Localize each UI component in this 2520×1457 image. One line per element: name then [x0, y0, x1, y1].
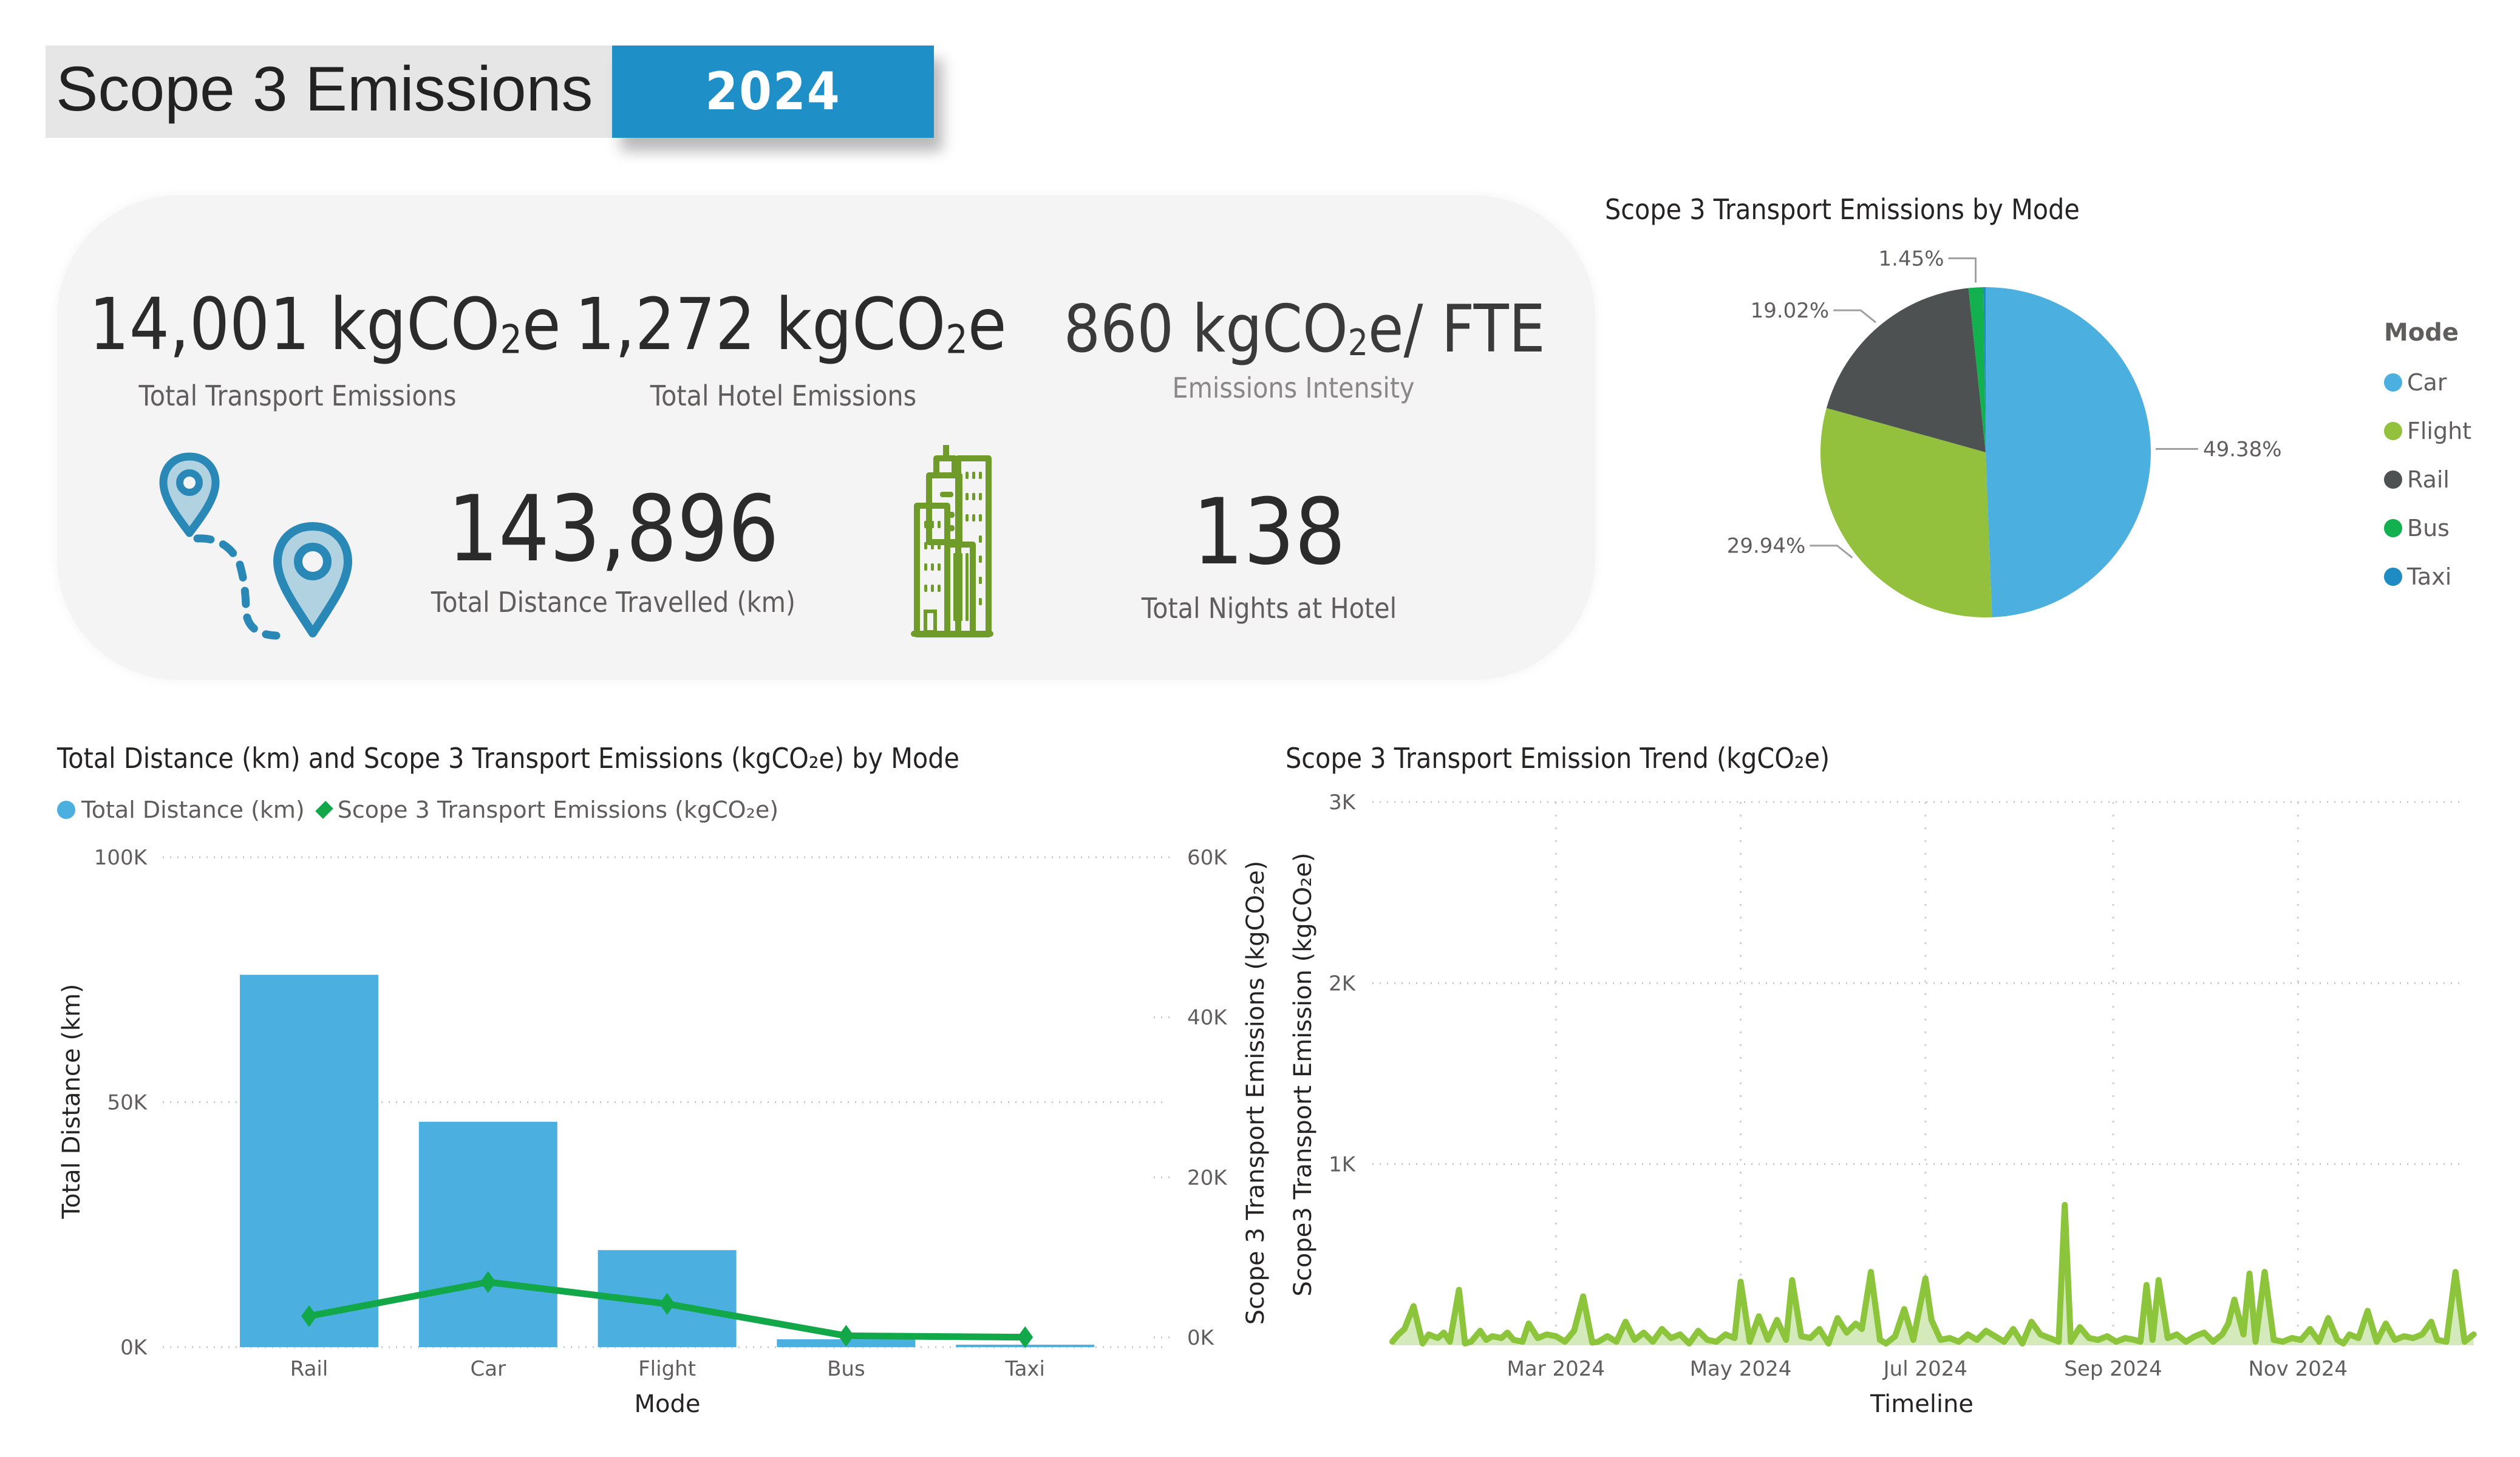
- bar-x-axis-title: Mode: [634, 1390, 701, 1418]
- kpi-transport-emissions-value: 14,001 kgCO2e: [89, 282, 561, 366]
- kpi-transport-emissions-label: Total Transport Emissions: [138, 379, 457, 412]
- trend-x-axis-title: Timeline: [1870, 1390, 1974, 1418]
- trend-y-tick-label: 1K: [1329, 1153, 1357, 1177]
- bar-x-tick-label: Taxi: [1004, 1357, 1045, 1381]
- bar-x-tick-label: Rail: [290, 1357, 329, 1381]
- kpi-hotel-emissions-value: 1,272 kgCO2e: [574, 282, 1007, 366]
- bar-y2-tick-label: 0K: [1187, 1326, 1215, 1350]
- emissions-point-rail[interactable]: [301, 1305, 317, 1327]
- kpi-nights-value: 138: [1193, 480, 1346, 585]
- trend-x-tick-label: Jul 2024: [1882, 1357, 1967, 1381]
- trend-x-tick-label: Sep 2024: [2064, 1357, 2162, 1381]
- bar-y-tick-label: 50K: [107, 1091, 148, 1115]
- pie-slice-bus[interactable]: [1968, 287, 1986, 452]
- legend-marker: [2384, 568, 2402, 586]
- trend-line[interactable]: [1389, 1201, 2477, 1347]
- legend-distance-marker: [57, 801, 75, 819]
- legend-label: Taxi: [2407, 563, 2452, 590]
- legend-item-car[interactable]: Car: [2384, 358, 2471, 407]
- bar-x-tick-label: Bus: [827, 1357, 865, 1381]
- legend-label: Rail: [2407, 466, 2450, 493]
- bar-chart-legend: Total Distance (km) Scope 3 Transport Em…: [57, 796, 778, 823]
- hotel-buildings-icon: [911, 445, 993, 637]
- bar-x-tick-label: Flight: [638, 1357, 696, 1381]
- pie-data-label: 49.38%: [2203, 438, 2282, 462]
- legend-distance-label[interactable]: Total Distance (km): [81, 796, 305, 823]
- trend-chart-title: Scope 3 Transport Emission Trend (kgCO₂e…: [1286, 742, 1830, 775]
- year-label: 2024: [705, 61, 841, 122]
- pie-chart: 49.38% 29.94% 19.02% 1.45%: [1727, 246, 2282, 618]
- emissions-point-car[interactable]: [480, 1271, 496, 1293]
- kpi-hotel-emissions-label: Total Hotel Emissions: [650, 379, 917, 412]
- pie-slice-flight[interactable]: [1820, 408, 1992, 618]
- pie-chart-title: Scope 3 Transport Emissions by Mode: [1605, 193, 2080, 226]
- bar-car[interactable]: [418, 1121, 557, 1347]
- trend-area-fill: [1392, 1204, 2474, 1345]
- kpi-nights-label: Total Nights at Hotel: [1141, 592, 1397, 625]
- legend-marker: [2384, 422, 2402, 440]
- legend-label: Bus: [2407, 515, 2450, 542]
- pie-data-label: 1.45%: [1879, 246, 1944, 271]
- trend-x-tick-label: Nov 2024: [2248, 1357, 2348, 1381]
- trend-x-tick-label: Mar 2024: [1507, 1357, 1605, 1381]
- legend-marker: [2384, 519, 2402, 537]
- legend-item-flight[interactable]: Flight: [2384, 407, 2471, 455]
- kpi-distance-value: 143,896: [448, 477, 779, 582]
- legend-item-bus[interactable]: Bus: [2384, 504, 2471, 552]
- trend-y-tick-label: 2K: [1329, 971, 1357, 996]
- emissions-point-taxi[interactable]: [1017, 1326, 1034, 1348]
- legend-marker: [2384, 373, 2402, 392]
- pie-slice-car[interactable]: [1986, 287, 2151, 617]
- pie-slice-rail[interactable]: [1826, 288, 1986, 452]
- bar-rail[interactable]: [240, 974, 378, 1347]
- legend-label: Flight: [2407, 418, 2472, 444]
- bar-y2-tick-label: 20K: [1187, 1166, 1228, 1190]
- pie-slice-taxi[interactable]: [1983, 287, 1986, 452]
- bar-x-tick-label: Car: [471, 1357, 506, 1381]
- legend-label: Car: [2407, 369, 2447, 396]
- pie-legend-title: Mode: [2384, 319, 2459, 347]
- title-banner: [46, 46, 612, 138]
- kpi-distance-label: Total Distance Travelled (km): [431, 586, 796, 619]
- legend-emissions-label[interactable]: Scope 3 Transport Emissions (kgCO₂e): [337, 796, 779, 823]
- pie-leader-line: [1833, 309, 1877, 324]
- bar-chart-title: Total Distance (km) and Scope 3 Transpor…: [57, 742, 959, 775]
- pie-legend: Car Flight Rail Bus Taxi: [2384, 358, 2471, 601]
- bar-y2-tick-label: 60K: [1187, 846, 1228, 870]
- year-badge[interactable]: 2024: [612, 46, 934, 138]
- page-title: Scope 3 Emissions: [56, 54, 593, 124]
- legend-item-rail[interactable]: Rail: [2384, 455, 2471, 504]
- pie-leader-line: [1948, 257, 1977, 283]
- bar-y-tick-label: 0K: [120, 1336, 148, 1360]
- legend-item-taxi[interactable]: Taxi: [2384, 552, 2471, 601]
- trend-y-tick-label: 3K: [1329, 790, 1357, 815]
- bar-y2-tick-label: 40K: [1187, 1006, 1228, 1030]
- pie-leader-line: [1810, 545, 1853, 559]
- emissions-point-flight[interactable]: [659, 1292, 675, 1315]
- kpi-intensity-label: Emissions Intensity: [1172, 372, 1415, 404]
- emissions-point-bus[interactable]: [838, 1325, 854, 1347]
- kpi-intensity-value: 860 kgCO2e/ FTE: [1063, 291, 1545, 367]
- trend-x-tick-label: May 2024: [1690, 1357, 1792, 1381]
- map-route-pins-icon: [159, 452, 352, 640]
- legend-marker: [2384, 470, 2402, 489]
- pie-data-label: 29.94%: [1727, 534, 1806, 559]
- bar-y-tick-label: 100K: [94, 846, 148, 870]
- pie-data-label: 19.02%: [1751, 299, 1830, 323]
